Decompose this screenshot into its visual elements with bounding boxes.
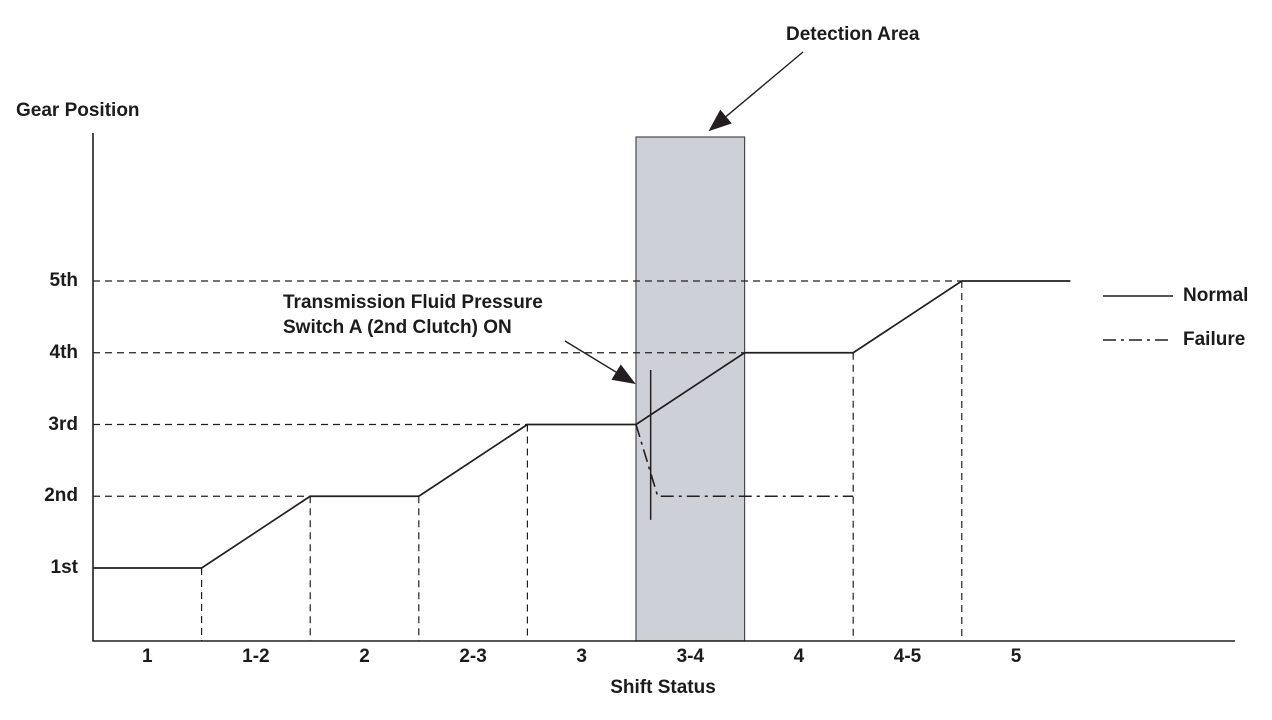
legend: Normal Failure [1103,284,1248,372]
y-tick-3rd: 3rd [48,413,78,435]
legend-item-normal: Normal [1103,284,1248,308]
x-tick-1: 1 [142,646,153,667]
x-tick-2-3: 2-3 [459,646,487,667]
switch-annotation-arrow [564,340,636,385]
x-tick-4-5: 4-5 [893,646,922,667]
switch-annotation-line1: Transmission Fluid Pressure [283,292,543,313]
normal-line [93,280,1071,569]
x-tick-4: 4 [793,646,805,667]
y-axis-title: Gear Position [16,100,140,121]
x-tick-3-4: 3-4 [676,646,705,667]
axes [92,133,1235,642]
y-tick-4th: 4th [49,341,79,363]
switch-annotation: Transmission Fluid Pressure Switch A (2n… [283,290,543,340]
x-tick-5: 5 [1010,646,1022,667]
legend-item-failure: Failure [1103,328,1248,352]
detection-area-label: Detection Area [786,24,920,45]
x-tick-3: 3 [576,646,587,667]
switch-annotation-line2: Switch A (2nd Clutch) ON [283,317,512,338]
legend-label: Failure [1183,329,1246,350]
y-tick-2nd: 2nd [44,485,78,507]
detection-area-arrow [708,51,804,132]
x-tick-2: 2 [359,646,370,667]
legend-dash-dot-line-swatch [1103,339,1173,341]
x-tick-1-2: 1-2 [242,646,270,667]
y-tick-5th: 5th [49,270,79,291]
y-tick-1st: 1st [50,557,78,578]
legend-label: Normal [1183,285,1249,306]
x-axis-title: Shift Status [610,677,716,698]
legend-solid-line-swatch [1103,295,1173,297]
